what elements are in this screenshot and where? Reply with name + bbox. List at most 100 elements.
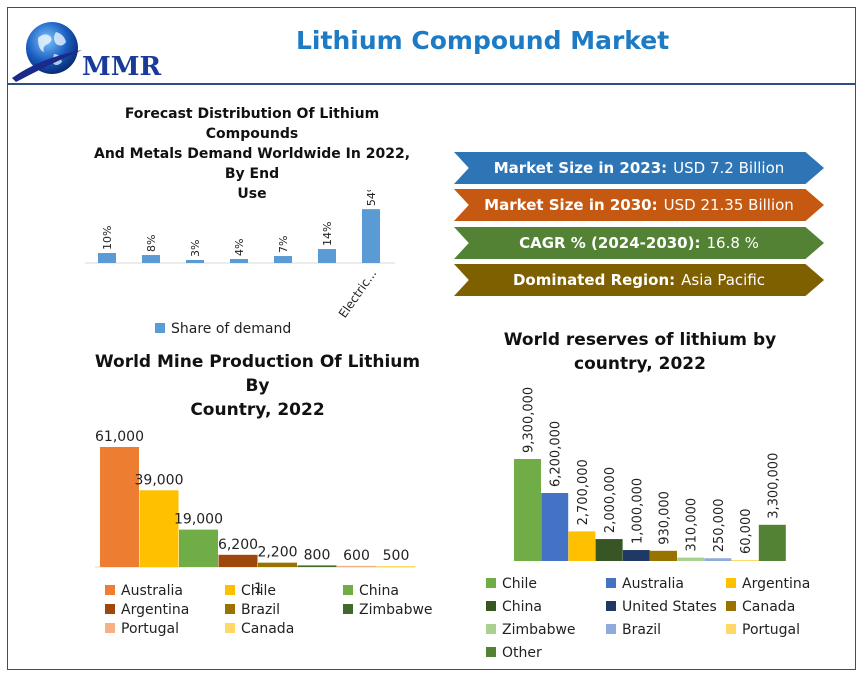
- chart1-title-line: Forecast Distribution Of Lithium Compoun…: [124, 106, 380, 142]
- legend-item: Zimbabwe: [486, 622, 576, 638]
- legend-item: Canada: [726, 599, 795, 615]
- legend-label: Canada: [241, 621, 295, 637]
- legend-swatch: [486, 578, 496, 588]
- legend-stray-mark: 1: [254, 581, 263, 597]
- banner-value: USD 21.35 Billion: [663, 196, 794, 214]
- bar: [179, 529, 218, 567]
- data-label: 310,000: [685, 498, 700, 552]
- legend-label: Zimbabwe: [502, 622, 576, 638]
- chart1-legend: Share of demand: [155, 321, 291, 337]
- data-label: 1,000,000: [630, 478, 645, 544]
- legend-swatch: [726, 601, 736, 611]
- bar: [318, 249, 336, 263]
- legend-label: Brazil: [241, 602, 281, 618]
- data-label: 500: [383, 548, 410, 564]
- legend-item: Argentina: [105, 602, 189, 618]
- chart3-title-line: World reserves of lithium by: [503, 330, 777, 350]
- bar: [758, 524, 786, 561]
- data-label: 6,200: [218, 537, 258, 553]
- data-label: 930,000: [658, 491, 673, 545]
- chart1-title-line: And Metals Demand Worldwide In 2022, By …: [93, 146, 411, 182]
- bar: [218, 554, 258, 567]
- legend-swatch: [606, 578, 616, 588]
- data-label: 7%: [277, 236, 290, 253]
- data-label: 14%: [321, 222, 334, 246]
- legend-swatch: [105, 623, 115, 633]
- data-label: 250,000: [712, 498, 727, 552]
- legend-swatch: [225, 623, 235, 633]
- data-label: 60,000: [739, 509, 754, 555]
- data-label: 10%: [101, 226, 114, 250]
- bar: [541, 493, 569, 561]
- data-label: 3,300,000: [766, 453, 781, 519]
- logo-text: MMR: [82, 52, 162, 82]
- data-label: 800: [304, 547, 331, 563]
- legend-label: Argentina: [121, 602, 190, 618]
- legend-item: China: [343, 583, 399, 599]
- legend-label: Other: [502, 645, 542, 661]
- banner-4: Dominated Region: Asia Pacific: [454, 264, 824, 296]
- legend-item: Canada: [225, 621, 294, 637]
- data-label: 9,300,000: [522, 387, 537, 453]
- legend-swatch: [105, 604, 115, 614]
- bar: [139, 490, 179, 567]
- bar: [704, 558, 732, 561]
- chart2-title: World Mine Production Of Lithium By Coun…: [90, 350, 425, 422]
- data-label: 2,700,000: [576, 459, 591, 525]
- legend-label: Australia: [622, 576, 684, 592]
- legend-item: Chile: [486, 576, 537, 592]
- banner-label: Dominated Region:: [512, 271, 676, 289]
- banner-1: Market Size in 2023: USD 7.2 Billion: [454, 152, 824, 184]
- legend-item: China: [486, 599, 542, 615]
- bar: [376, 566, 416, 567]
- legend-swatch: [343, 604, 353, 614]
- legend-swatch: [105, 585, 115, 595]
- legend-swatch: [225, 585, 235, 595]
- legend-label: United States: [622, 599, 717, 615]
- bar: [100, 447, 139, 567]
- bar: [568, 531, 596, 561]
- legend-swatch: [155, 323, 165, 333]
- category-label: Electric...: [336, 267, 380, 320]
- legend-swatch: [726, 624, 736, 634]
- bar: [650, 550, 677, 561]
- data-label: 3%: [189, 240, 202, 257]
- chart3-title: World reserves of lithium by country, 20…: [490, 328, 790, 376]
- legend-label: Australia: [121, 583, 183, 599]
- legend-item: Portugal: [726, 622, 800, 638]
- legend-label: Chile: [241, 583, 277, 599]
- data-label: 2,000,000: [603, 467, 618, 533]
- legend-label: Portugal: [742, 622, 800, 638]
- banner-2: Market Size in 2030: USD 21.35 Billion: [454, 189, 824, 221]
- chart3-title-line: country, 2022: [574, 354, 706, 374]
- legend-label: China: [359, 583, 399, 599]
- banner-label: Market Size in 2030:: [484, 196, 658, 214]
- legend-item: Australia: [105, 583, 183, 599]
- bar: [297, 565, 337, 567]
- legend-label: Argentina: [742, 576, 811, 592]
- banner-value: USD 7.2 Billion: [673, 159, 785, 177]
- demand-chart: 10% 8% 3% 4% 7% 14% 54% Electric...: [85, 190, 395, 320]
- banner-value: Asia Pacific: [681, 271, 766, 289]
- data-label: 4%: [233, 239, 246, 256]
- legend-swatch: [606, 601, 616, 611]
- legend-label: China: [502, 599, 542, 615]
- chart2-title-line: Country, 2022: [190, 400, 325, 420]
- reserves-chart: 9,300,000 6,200,000 2,700,000 2,000,000 1,00…: [514, 387, 786, 561]
- data-label: 8%: [145, 235, 158, 252]
- bar: [274, 256, 292, 263]
- legend-label: Brazil: [622, 622, 662, 638]
- page-title: Lithium Compound Market: [296, 26, 670, 55]
- legend-label: Chile: [502, 576, 538, 592]
- legend-item: Other: [486, 645, 542, 661]
- bar: [622, 550, 650, 561]
- legend-label: Zimbabwe: [359, 602, 433, 618]
- legend-label: Canada: [742, 599, 796, 615]
- legend-label: Portugal: [121, 621, 179, 637]
- header-divider: [7, 83, 856, 85]
- banner-label: CAGR % (2024-2030):: [519, 234, 701, 252]
- bar: [186, 260, 204, 263]
- legend-swatch: [225, 604, 235, 614]
- legend-item: Argentina: [726, 576, 810, 592]
- legend-item: United States: [606, 599, 717, 615]
